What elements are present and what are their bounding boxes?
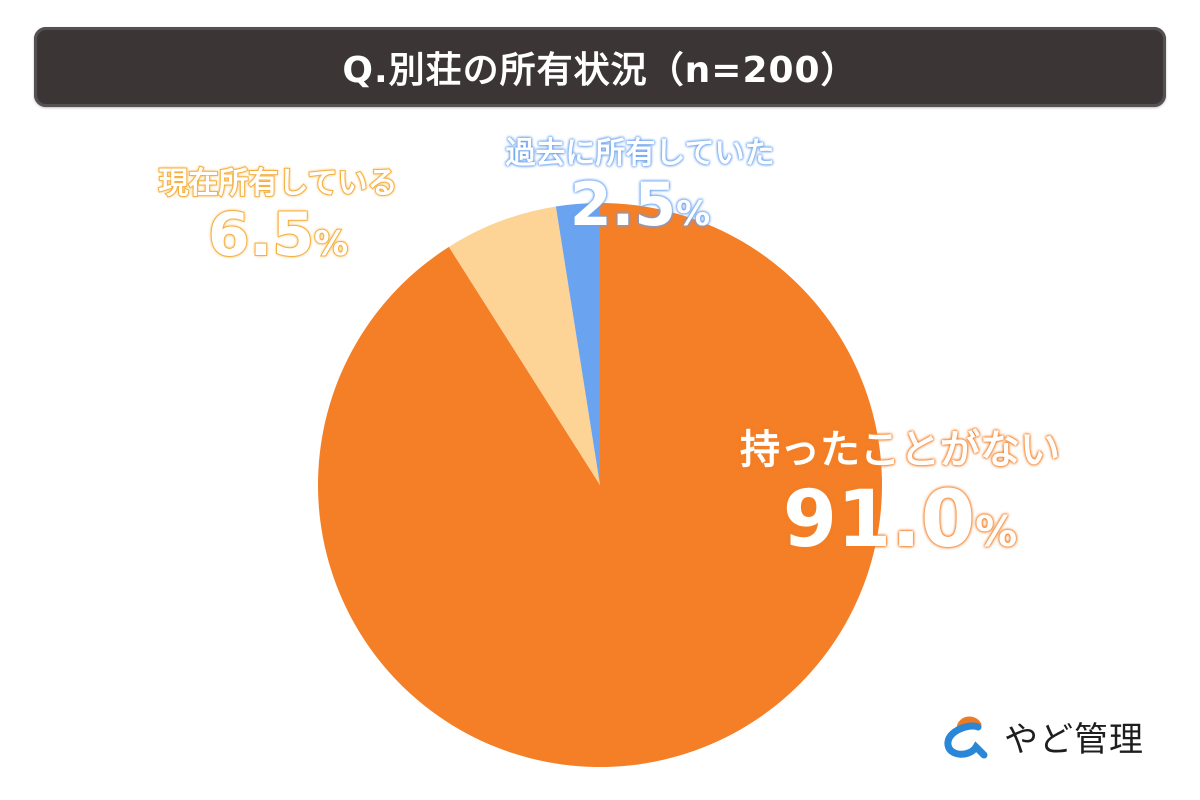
pie-slice <box>448 206 600 485</box>
label-current-owner: 現在所有している 6.5% <box>128 165 428 277</box>
label-never-owned: 持ったことがない 91.0% <box>690 425 1110 577</box>
logo-text: やど管理 <box>1004 720 1144 760</box>
label-past-owner: 過去に所有していた 2.5% <box>470 136 810 247</box>
chart-title: Q.別荘の所有状況（n=200） <box>342 50 858 91</box>
label-current-category: 現在所有している <box>157 165 398 202</box>
label-past-category: 過去に所有していた <box>505 136 775 171</box>
ampersand-logo-icon <box>944 716 988 758</box>
brand-logo: やど管理 <box>940 712 1144 761</box>
pie-slices <box>317 203 882 767</box>
label-never-category: 持ったことがない <box>740 427 1060 473</box>
pie-slice <box>555 203 600 485</box>
label-never-percent: 91.0% <box>782 475 1018 565</box>
chart-title-bar: Q.別荘の所有状況（n=200） <box>34 27 1166 107</box>
label-current-percent: 6.5% <box>207 200 349 270</box>
label-past-percent: 2.5% <box>569 170 711 240</box>
